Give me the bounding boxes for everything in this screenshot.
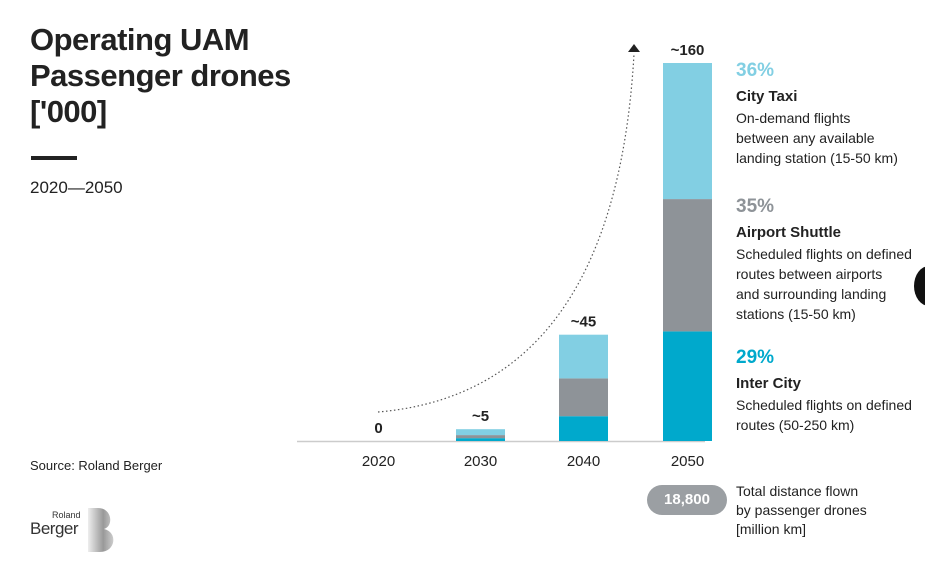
- title-line: Passenger drones: [30, 58, 291, 93]
- legend-desc-line: and surrounding landing: [736, 286, 887, 302]
- bar-2030-inter-city: [456, 438, 505, 441]
- total-label: ~160: [671, 42, 705, 59]
- total-label: ~45: [571, 314, 596, 331]
- legend-item: 35% Airport Shuttle Scheduled flights on …: [736, 196, 912, 324]
- legend-name: City Taxi: [736, 88, 798, 105]
- title-line: ['000]: [30, 94, 107, 129]
- source: Source: Roland Berger: [30, 458, 163, 473]
- bar-2040-airport-shuttle: [559, 378, 608, 417]
- legend-desc-line: On-demand flights: [736, 110, 851, 126]
- edge-circle: [914, 266, 925, 306]
- legend-desc-line: Scheduled flights on defined: [736, 246, 912, 262]
- arrow-head-icon: [628, 44, 640, 52]
- legend-desc-line: routes between airports: [736, 266, 883, 282]
- distance-label-line: Total distance flown: [736, 483, 859, 499]
- title-line: Operating UAM: [30, 22, 250, 57]
- legend-desc-line: stations (15-50 km): [736, 306, 856, 322]
- distance-label-line: by passenger drones: [736, 502, 867, 518]
- bar-2050-inter-city: [663, 331, 712, 441]
- bar-2040-inter-city: [559, 416, 608, 441]
- x-tick-label: 2040: [567, 453, 600, 470]
- bar-2050-airport-shuttle: [663, 199, 712, 332]
- title-rule: [31, 156, 77, 160]
- total-label: ~5: [472, 408, 489, 425]
- legend-pct: 36%: [736, 60, 775, 81]
- legend-item: 36% City Taxi On-demand flights between an…: [736, 60, 898, 168]
- bar-2030-city-taxi: [456, 429, 505, 436]
- legend-name: Inter City: [736, 375, 802, 392]
- x-tick-label: 2050: [671, 453, 704, 470]
- legend-desc-line: landing station (15-50 km): [736, 150, 898, 166]
- legend-desc-line: routes (50-250 km): [736, 417, 855, 433]
- x-tick-label: 2020: [362, 453, 395, 470]
- legend-desc-line: Scheduled flights on defined: [736, 397, 912, 413]
- distance-label-line: [million km]: [736, 521, 807, 537]
- growth-curve: [377, 53, 635, 413]
- distance-label: Total distance flown by passenger drones…: [736, 482, 867, 539]
- bar-2040-city-taxi: [559, 334, 608, 379]
- bar-2050-city-taxi: [663, 63, 712, 200]
- total-label: 0: [374, 420, 382, 437]
- legend-pct: 35%: [736, 196, 775, 217]
- x-tick-label: 2030: [464, 453, 497, 470]
- distance-badge: 18,800: [647, 485, 727, 515]
- legend-name: Airport Shuttle: [736, 224, 841, 241]
- subtitle: 2020—2050: [30, 178, 123, 197]
- chart-title: Operating UAM Passenger drones ['000]: [30, 22, 291, 130]
- legend-item: 29% Inter City Scheduled flights on defin…: [736, 347, 912, 435]
- legend-pct: 29%: [736, 347, 775, 368]
- legend-desc-line: between any available: [736, 130, 875, 146]
- bar-2030-airport-shuttle: [456, 435, 505, 439]
